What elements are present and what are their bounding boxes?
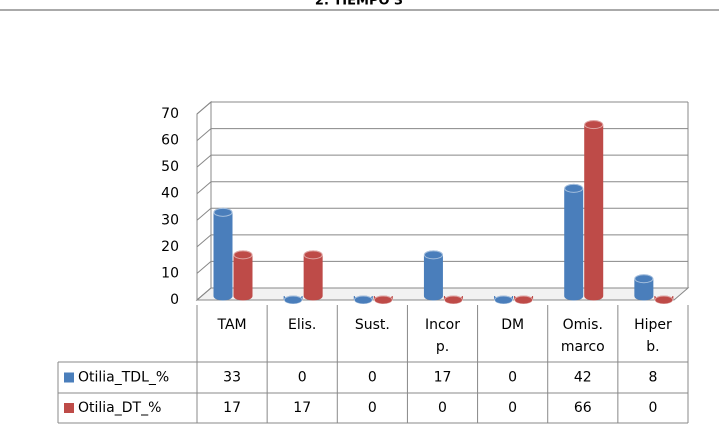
x-tick-label: Hiper b. (634, 317, 672, 355)
y-tick-label: 0 (170, 292, 179, 308)
grid-line (196, 101, 688, 115)
bar-group (584, 120, 604, 301)
bar (584, 120, 604, 301)
grid-line (196, 207, 688, 221)
grid-line (196, 154, 688, 168)
x-tick-label: Elis. (288, 317, 316, 333)
bar-top (283, 295, 303, 305)
bar-top (564, 183, 584, 193)
bar-top (634, 274, 654, 284)
y-tick-label: 50 (161, 159, 179, 175)
grid-line (196, 128, 688, 141)
x-tick-label-line: Incor (425, 317, 460, 333)
bar-group (213, 207, 233, 301)
grid-line (196, 260, 688, 274)
x-tick-label: DM (501, 317, 524, 333)
y-tick-label: 70 (161, 106, 179, 122)
bar-top (514, 295, 534, 305)
bar-group (233, 250, 253, 301)
bar-group (634, 274, 654, 301)
x-tick-label-line: Hiper (634, 317, 672, 333)
bar-top (233, 250, 253, 260)
x-tick-label: Omis. marco (561, 317, 605, 355)
bar-top (373, 295, 393, 305)
bar-group (353, 295, 373, 305)
bar-top (353, 295, 373, 305)
table-value: 42 (574, 370, 592, 386)
table-value: 0 (648, 400, 657, 416)
x-tick-label: Incor p. (425, 317, 460, 355)
y-tick-label: 10 (161, 265, 179, 281)
bar-group (303, 250, 323, 301)
grid-line (196, 287, 688, 301)
bar-top (423, 250, 443, 260)
grid-line (196, 181, 688, 195)
table-value: 17 (223, 400, 241, 416)
bar-group (494, 295, 514, 305)
bar-group (564, 183, 584, 301)
table-value: 66 (574, 400, 592, 416)
y-tick-label: 30 (161, 212, 179, 228)
x-tick-label-line: Omis. (563, 317, 603, 333)
y-tick-label: 20 (161, 239, 179, 255)
bar-group (514, 295, 534, 305)
bar-group (443, 295, 463, 305)
legend-key (64, 403, 74, 413)
table-value: 0 (298, 370, 307, 386)
table-value: 17 (434, 370, 452, 386)
legend-key (64, 372, 74, 383)
x-tick-label: TAM (217, 317, 247, 333)
table-value: 33 (223, 370, 241, 386)
bar-top (584, 120, 604, 130)
bar-top (443, 295, 463, 305)
table-value: 0 (368, 370, 377, 386)
x-tick-label-line: p. (436, 339, 449, 355)
table-value: 0 (438, 400, 447, 416)
bar (564, 183, 584, 301)
chart-title: 2. TIEMPO 3 (315, 0, 403, 9)
x-tick-label-line: marco (561, 339, 605, 355)
bar-top (303, 250, 323, 260)
bar-group (373, 295, 393, 305)
x-tick-label: Sust. (355, 317, 390, 333)
x-tick-label-line: b. (646, 339, 659, 355)
y-tick-label: 60 (161, 133, 179, 149)
bar-group (423, 250, 443, 301)
grid-line (196, 234, 688, 248)
side-wall (196, 100, 212, 302)
bar-top (654, 295, 674, 305)
table-value: 17 (293, 400, 311, 416)
table-value: 0 (368, 400, 377, 416)
bar-top (494, 295, 514, 305)
legend-label: Otilia_DT_% (78, 400, 161, 416)
bar-top (213, 207, 233, 217)
table-value: 0 (508, 400, 517, 416)
bar-group (283, 295, 303, 305)
y-tick-label: 40 (161, 186, 179, 202)
table-value: 0 (508, 370, 517, 386)
bar (213, 207, 233, 301)
legend-label: Otilia_TDL_% (78, 370, 169, 386)
bar-group (654, 295, 674, 305)
table-value: 8 (648, 370, 657, 386)
